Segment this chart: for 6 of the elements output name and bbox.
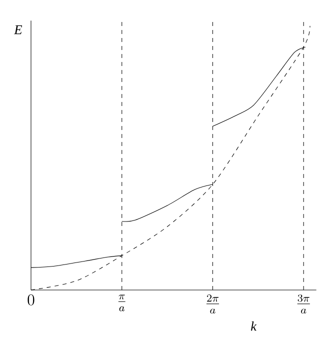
x-axis-title: k	[250, 321, 257, 331]
y-axis-title: E	[14, 25, 22, 34]
x-tick-label: $0$	[28, 294, 34, 306]
x-tick-label: $\frac{\pi}{a}$	[118, 294, 126, 312]
x-tick-label: $\frac{3\pi}{a}$	[297, 294, 310, 314]
x-tick-label: $\frac{2\pi}{a}$	[206, 294, 220, 314]
